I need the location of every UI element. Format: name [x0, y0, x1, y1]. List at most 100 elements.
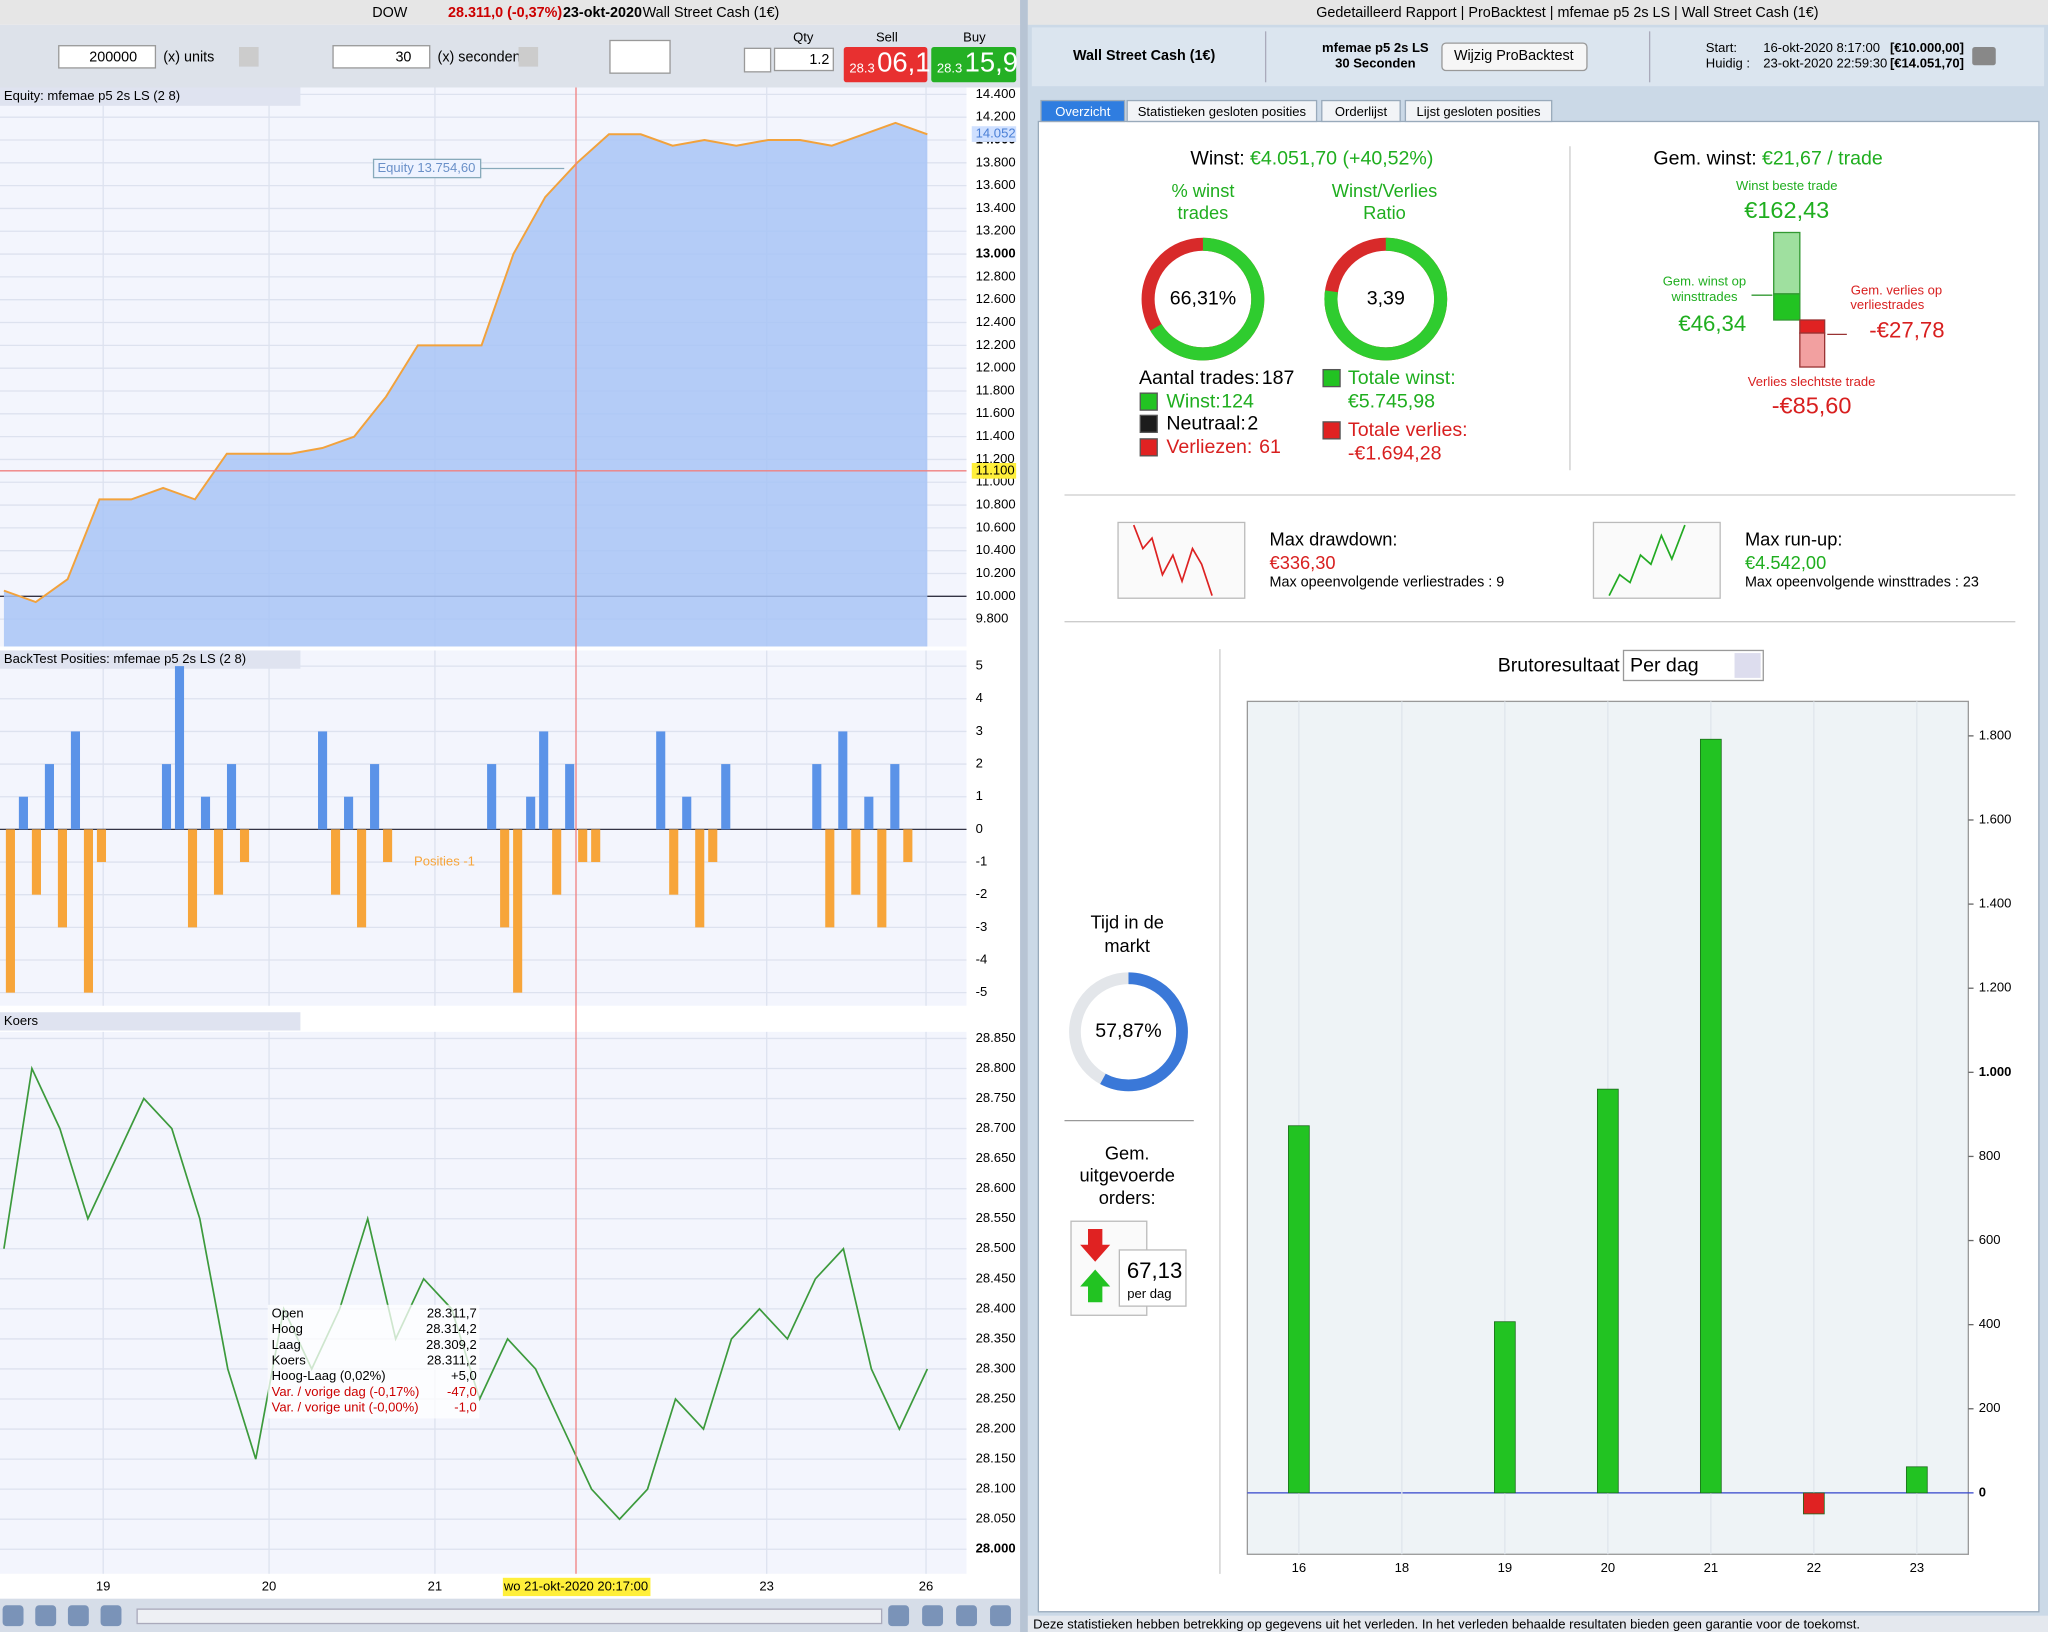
- position-bar: [851, 829, 861, 895]
- y-tick-label: -2: [976, 886, 988, 901]
- y-tick-label: 13.200: [976, 223, 1016, 238]
- y-tick-label: 12.400: [976, 314, 1016, 329]
- sell: 06,1: [877, 46, 930, 77]
- panel-bg: [0, 1031, 967, 1574]
- position-bar: [331, 829, 341, 895]
- position-bar: [578, 829, 588, 863]
- label: Tijd in de: [1090, 911, 1163, 932]
- position-bar: [200, 796, 211, 830]
- position-bar: [877, 829, 887, 928]
- buy-label: Buy: [963, 29, 986, 44]
- position-bar: [96, 829, 107, 863]
- y-tick-label: 11.800: [976, 382, 1015, 397]
- label: 67,13: [1127, 1258, 1183, 1283]
- indicator-button[interactable]: [609, 39, 671, 74]
- tab[interactable]: [1404, 99, 1553, 123]
- label: per dag: [1127, 1286, 1171, 1301]
- ratio-arc: [1324, 237, 1448, 361]
- tool-icon[interactable]: [922, 1605, 944, 1627]
- window-divider: [1020, 0, 1028, 1632]
- label: Winst:: [1166, 390, 1220, 412]
- edit-button[interactable]: [1441, 42, 1588, 72]
- label: €162,43: [1744, 197, 1829, 223]
- date-label: 19: [96, 1578, 111, 1593]
- tool-button[interactable]: [743, 47, 772, 73]
- label: 2: [1247, 413, 1258, 435]
- sell-button[interactable]: [843, 47, 928, 83]
- y-tick-label: 28.850: [976, 1030, 1016, 1045]
- label: % winst: [1171, 180, 1234, 201]
- position-bar: [83, 829, 94, 993]
- label: -€1.694,28: [1348, 443, 1442, 465]
- tab[interactable]: [1040, 99, 1126, 123]
- buy-button[interactable]: [931, 47, 1017, 83]
- hover-key: Var. / vorige unit (-0,00%): [272, 1399, 419, 1414]
- y-tick-label: 28.600: [976, 1180, 1016, 1195]
- print-icon[interactable]: [1972, 47, 1996, 66]
- y-tick-label: 11.400: [976, 428, 1015, 443]
- position-bar: [682, 796, 692, 830]
- hover-key: Hoog: [272, 1321, 303, 1336]
- seconds-input[interactable]: [332, 45, 431, 69]
- label: trades: [1178, 202, 1229, 223]
- bar: [1493, 1321, 1516, 1494]
- footer: [1027, 1615, 2048, 1632]
- chart-title: Brutoresultaat: [1498, 654, 1620, 676]
- start-label: Start:: [1706, 40, 1737, 55]
- seconds-dropdown[interactable]: [518, 47, 539, 67]
- hover-key: Var. / vorige dag (-0,17%): [272, 1384, 420, 1399]
- tool-icon[interactable]: [35, 1605, 57, 1627]
- x-tick-label: 20: [1601, 1560, 1616, 1575]
- avg-loss-box: [1799, 319, 1826, 334]
- position-bar: [695, 829, 705, 928]
- y-tick-label: 5: [976, 658, 983, 673]
- tool-icon[interactable]: [100, 1605, 122, 1627]
- units-label: (x) units: [163, 49, 214, 65]
- position-bar: [370, 764, 380, 830]
- position-bar: [539, 731, 549, 830]
- label: €336,30: [1270, 552, 1336, 573]
- instrument: Wall Street Cash (1€): [643, 5, 780, 21]
- arrow-up-icon: [1080, 1269, 1111, 1303]
- tool-icon[interactable]: [956, 1605, 977, 1627]
- y-tick-label: 1.600: [1979, 811, 2012, 826]
- dropdown-arrow[interactable]: [1734, 653, 1761, 678]
- units-value: 200000: [89, 49, 137, 65]
- position-bar: [187, 829, 198, 928]
- units-dropdown[interactable]: [239, 47, 259, 67]
- panel-header: [0, 1012, 301, 1031]
- last-label: 14.052: [976, 126, 1016, 141]
- y-tick-label: 800: [1979, 1148, 2001, 1163]
- hover-value: 28.311,7: [427, 1305, 477, 1320]
- worst-box: [1799, 332, 1826, 368]
- units-input[interactable]: [58, 45, 157, 69]
- panel-title: Equity: mfemae p5 2s LS (2 8): [4, 88, 180, 103]
- qty-input[interactable]: [773, 47, 834, 72]
- position-bar: [903, 829, 913, 863]
- cursor-label: 11.100: [976, 462, 1015, 477]
- y-tick-label: 12.800: [976, 268, 1016, 283]
- tool-icon[interactable]: [67, 1605, 89, 1627]
- position-bar: [239, 829, 250, 863]
- legend-swatch: [1322, 368, 1341, 388]
- y-tick-label: 28.350: [976, 1330, 1016, 1345]
- position-bar: [708, 829, 718, 863]
- tool-icon[interactable]: [2, 1605, 24, 1627]
- tool-icon[interactable]: [888, 1605, 910, 1627]
- y-tick-label: -3: [976, 919, 988, 934]
- label: -€85,60: [1772, 393, 1852, 419]
- y-tick-label: 28.200: [976, 1421, 1016, 1436]
- position-bar: [864, 796, 874, 830]
- position-bar: [526, 796, 536, 830]
- tool-icon[interactable]: [990, 1605, 1011, 1627]
- position-bar: [552, 829, 562, 895]
- tab[interactable]: [1126, 99, 1318, 123]
- position-bar: [500, 829, 510, 928]
- tab[interactable]: [1321, 99, 1401, 123]
- buy-prefix: 28.3: [937, 61, 962, 76]
- scrollbar[interactable]: [136, 1608, 883, 1625]
- y-tick-label: 13.000: [976, 246, 1016, 261]
- date-label: 26: [919, 1578, 934, 1593]
- label: Verliezen:: [1166, 436, 1252, 458]
- start-capital: [€10.000,00]: [1890, 40, 1964, 55]
